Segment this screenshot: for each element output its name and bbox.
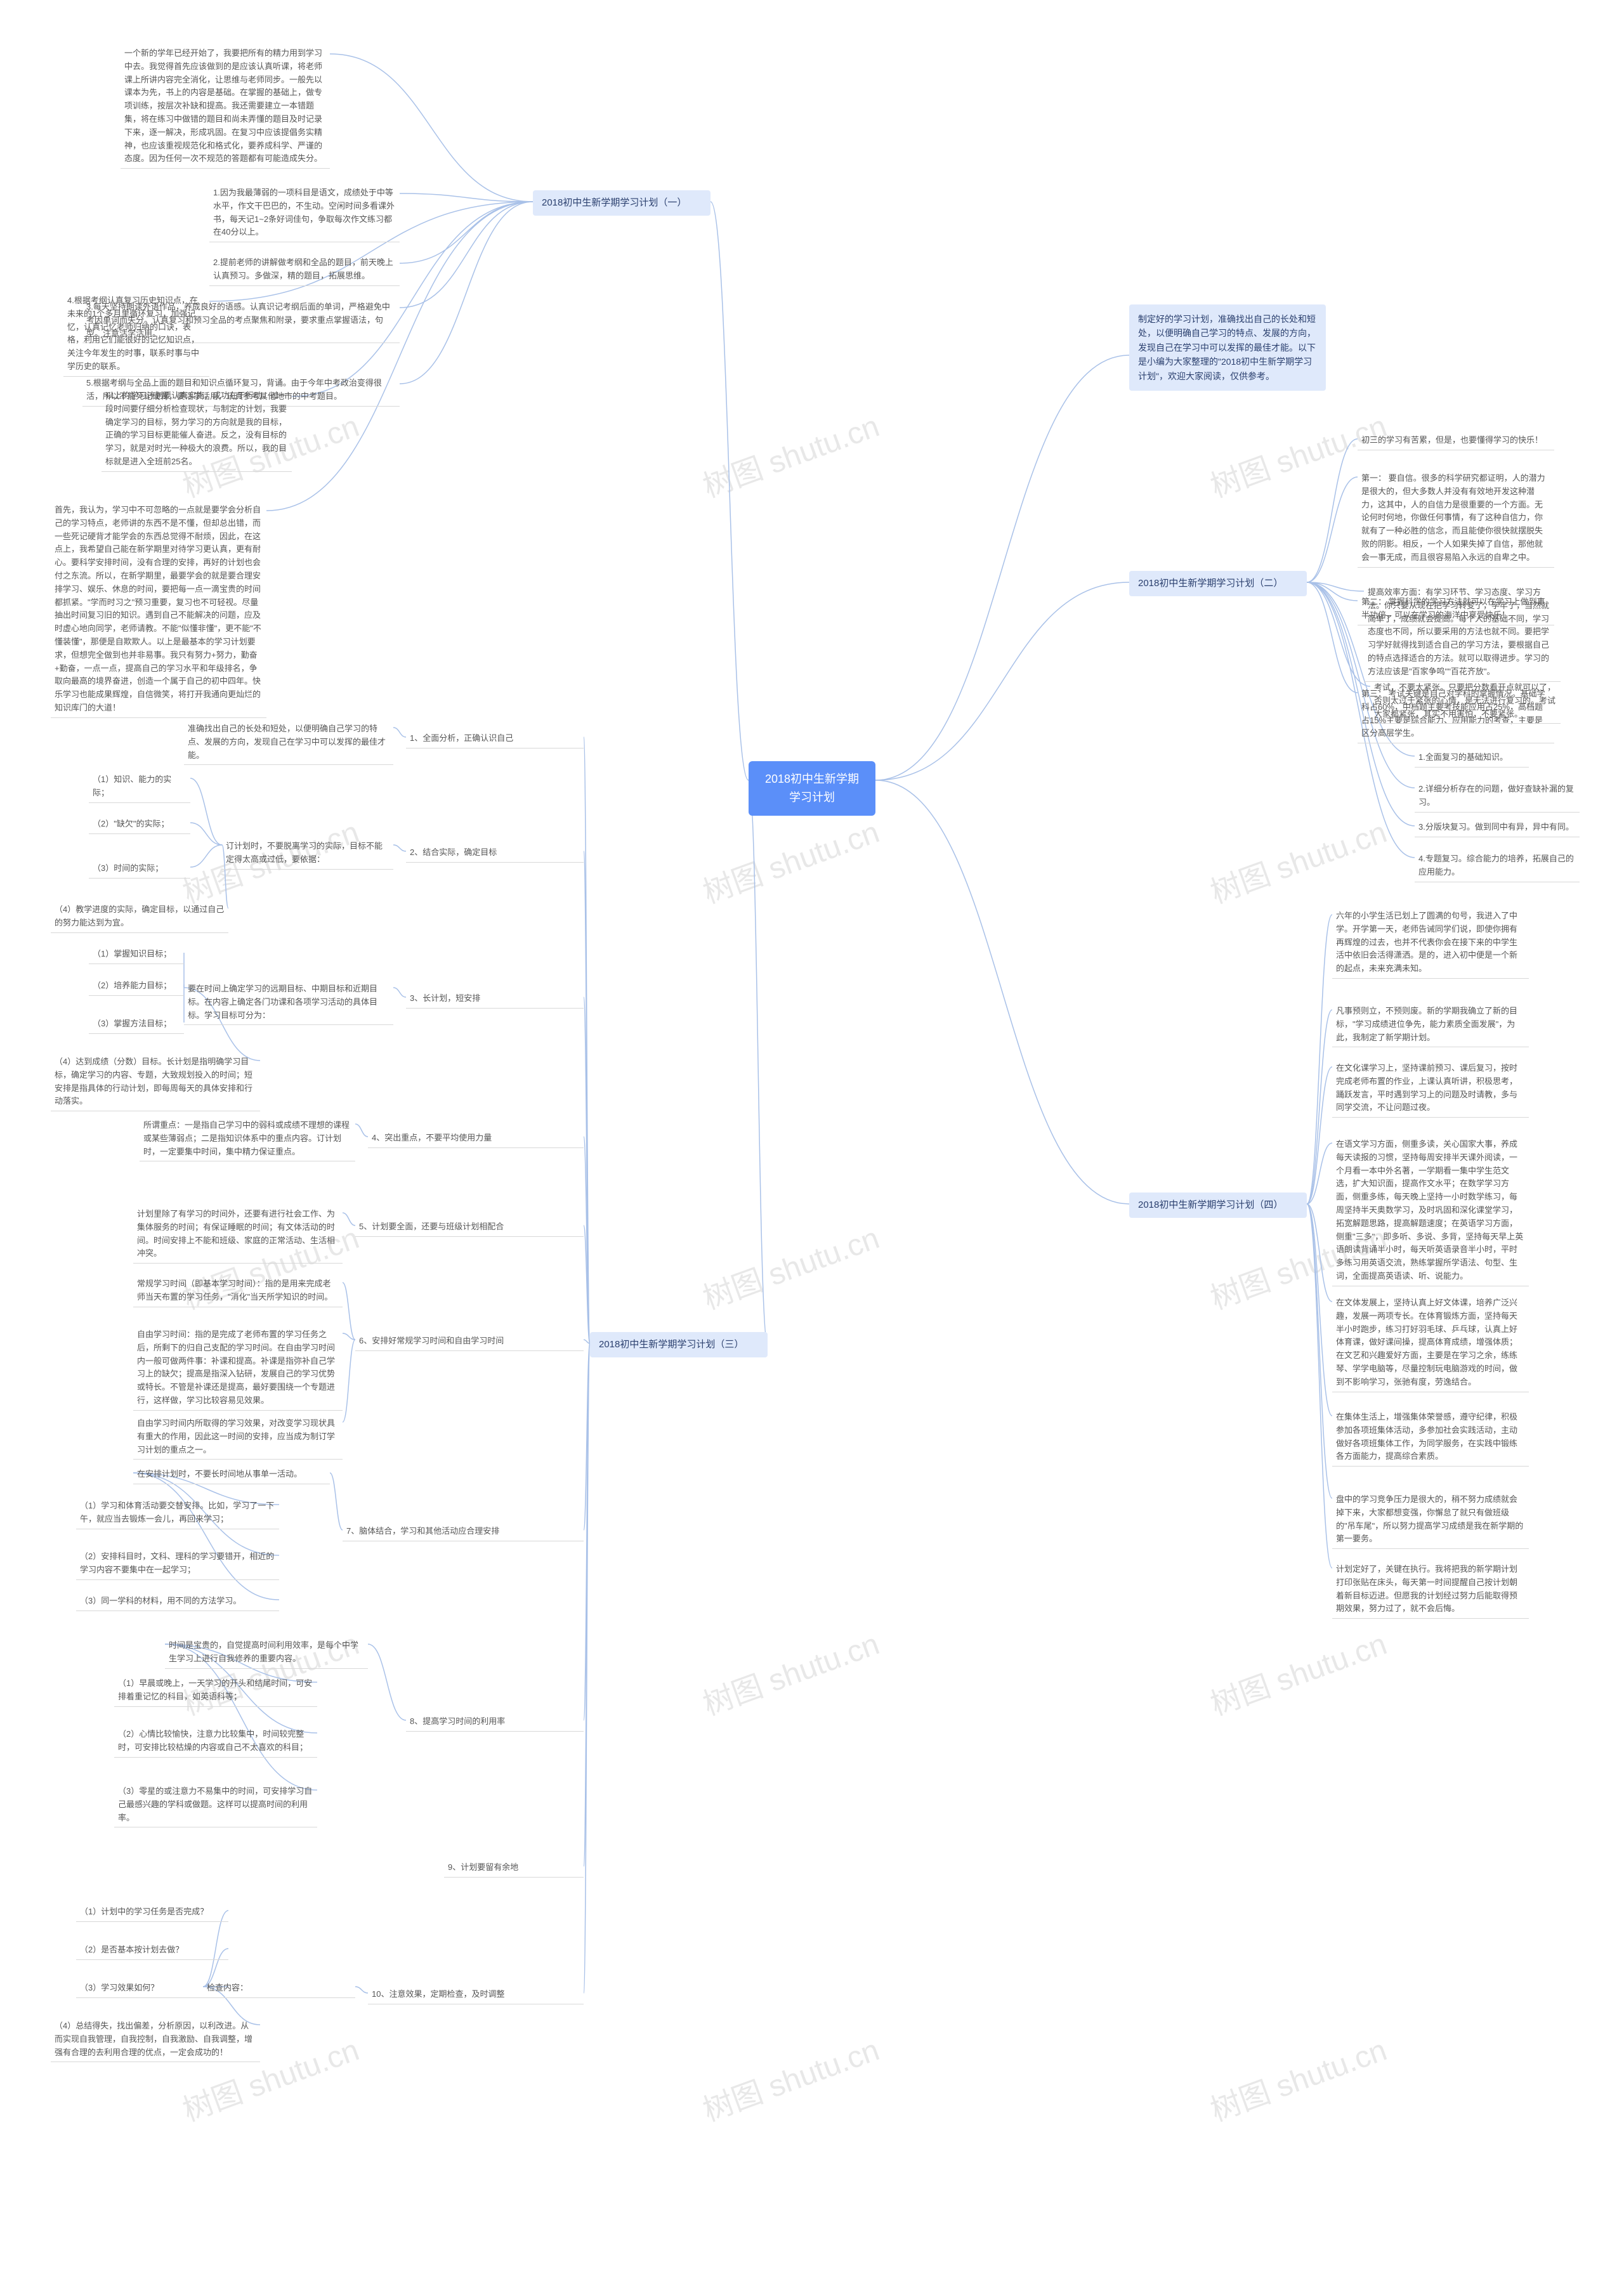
s2-leaf-4: 考试，不要太紧张。只要把分数看开点就可以了，否则太过于紧张的心情，是无法进行复习… [1370,679,1561,724]
s4-leaf-6: 盘中的学习竞争压力是很大的，稍不努力成绩就会掉下来，大家都想变强，你懈怠了就只有… [1332,1491,1529,1549]
s3-sub-7-0: （1）早晨或晚上，一天学习的开头和结尾时间，可安排着重记忆的科目，如英语科等； [114,1675,317,1707]
s1-leaf-7: 首先，我认为，学习中不可忽略的一点就是要学会分析自己的学习特点，老师讲的东西不是… [51,501,266,718]
s3-sub-6-0: （1）学习和体育活动要交替安排。比如，学习了一下午，就应当去锻炼一会儿，再回来学… [76,1497,279,1529]
s3-pre-6: 在安排计划时，不要长时间地从事单一活动。 [133,1465,330,1484]
s3-pre-7: 时间是宝贵的，自觉提高时间利用效率，是每个中学生学习上进行自我修养的重要内容。 [165,1637,368,1669]
s3-sub-9-2: （3）学习效果如何？ [76,1979,228,1998]
s4-leaf-3: 在语文学习方面，侧重多读，关心国家大事，养成每天读报的习惯，坚持每周安排半天课外… [1332,1135,1529,1286]
s3-post-5: 自由学习时间内所取得的学习效果，对改变学习现状具有重大的作用，因此这一时间的安排… [133,1415,343,1460]
watermark: 树图 shutu.cn [696,401,884,506]
watermark: 树图 shutu.cn [176,1619,364,1723]
s4-leaf-2: 在文化课学习上，坚持课前预习、课后复习，按时完成老师布置的作业，上课认真听讲，积… [1332,1059,1529,1118]
s3-sub-1-3: （4）教学进度的实际，确定目标，以通过自己的努力能达到为宜。 [51,901,228,933]
s2-leaf-8: 4.专题复习。综合能力的培养，拓展自己的应用能力。 [1415,850,1580,882]
watermark: 树图 shutu.cn [1203,2025,1392,2129]
s3-pre-0: 准确找出自己的长处和短处，以便明确自己学习的特点、发展的方向，发现自己在学习中可… [184,720,393,765]
s1-leaf-0: 一个新的学年已经开始了，我要把所有的精力用到学习中去。我觉得首先应该做到的是应该… [121,44,330,169]
s3-num-2: 3、长计划，短安排 [406,990,584,1009]
s2-leaf-2: 提高效率方面：有学习环节、学习态度、学习方法。你只要从现在把学习转变了，学牢了，… [1364,584,1561,682]
s3-sub-9-3: （4）总结得失，找出偏差，分析原因，以利改进。从而实现自我管理，自我控制，自我激… [51,2017,260,2062]
s1-leaf-2: 2.提前老师的讲解做考纲和全品的题目，前天晚上认真预习。多做深，精的题目，拓展思… [209,254,400,286]
s3-sub-2-0: （1）掌握知识目标； [89,945,184,964]
s1-leaf-6: 以上的学习计划要认真实施，成功在于行动，过一段时间要仔细分析检查现状，与制定的计… [102,387,292,472]
s3-sub-7-1: （2）心情比较愉快，注意力比较集中，时间较完整时，可安排比较枯燥的内容或自己不太… [114,1725,317,1758]
intro-box: 制定好的学习计划，准确找出自己的长处和短处，以便明确自己学习的特点、发展的方向，… [1129,304,1326,391]
s3-num-8: 9、计划要留有余地 [444,1859,584,1878]
s3-pre-2: 要在时间上确定学习的远期目标、中期目标和近期目标。在内容上确定各门功课和各项学习… [184,980,393,1025]
s3-num-0: 1、全面分析，正确认识自己 [406,729,584,748]
s3-num-5: 6、安排好常规学习时间和自由学习时间 [355,1332,584,1351]
s2-leaf-7: 3.分版块复习。做到同中有异，异中有同。 [1415,818,1580,837]
s3-sub-9-1: （2）是否基本按计划去做？ [76,1941,228,1960]
s3-num-7: 8、提高学习时间的利用率 [406,1713,584,1732]
s3-pre2-5: 自由学习时间：指的是完成了老师布置的学习任务之后，所剩下的归自己支配的学习时间。… [133,1326,343,1411]
s3-num-4: 5、计划要全面，还要与班级计划相配合 [355,1218,584,1237]
watermark: 树图 shutu.cn [1203,807,1392,912]
watermark: 树图 shutu.cn [696,1619,884,1723]
s1-leaf-4: 4.根据考纲认真复习历史知识点，在未来的1个多月里循环复习，加强记忆，认真记忆老… [63,292,209,377]
section-s4: 2018初中生新学期学习计划（四） [1129,1193,1307,1218]
watermark: 树图 shutu.cn [696,1213,884,1317]
s3-sub-2-1: （2）培养能力目标； [89,977,184,996]
s3-sub-1-0: （1）知识、能力的实际； [89,771,190,803]
section-s2: 2018初中生新学期学习计划（二） [1129,571,1307,596]
s2-leaf-5: 1.全面复习的基础知识。 [1415,748,1529,768]
watermark: 树图 shutu.cn [696,2025,884,2129]
s4-leaf-1: 凡事预则立，不预则废。新的学期我确立了新的目标，"学习成绩进位争先，能力素质全面… [1332,1002,1529,1047]
section-s1: 2018初中生新学期学习计划（一） [533,190,710,216]
watermark: 树图 shutu.cn [1203,1619,1392,1723]
s4-leaf-0: 六年的小学生活已划上了圆满的句号，我进入了中学。开学第一天，老师告诫同学们说，即… [1332,907,1529,979]
s3-sub-6-2: （3）同一学科的材料，用不同的方法学习。 [76,1592,279,1611]
s3-pre-5: 常规学习时间（即基本学习时间）：指的是用来完成老师当天布置的学习任务，"消化"当… [133,1275,343,1307]
s3-sub-6-1: （2）安排科目时，文科、理科的学习要错开，相近的学习内容不要集中在一起学习； [76,1548,279,1580]
s4-leaf-4: 在文体发展上，坚持认真上好文体课，培养广泛兴趣，发展一两项专长。在体育锻炼方面，… [1332,1294,1529,1392]
s1-leaf-1: 1.因为我最薄弱的一项科目是语文，成绩处于中等水平，作文干巴巴的，不生动。空闲时… [209,184,400,242]
s3-sub-1-2: （3）时间的实际； [89,859,190,879]
s4-leaf-7: 计划定好了，关键在执行。我将把我的新学期计划打印张贴在床头，每天第一时间提醒自己… [1332,1560,1529,1619]
s3-num-6: 7、脑体结合，学习和其他活动应合理安排 [343,1522,584,1541]
section-s3: 2018初中生新学期学习计划（三） [590,1332,768,1357]
s3-pre-3: 所谓重点：一是指自己学习中的弱科或成绩不理想的课程或某些薄弱点；二是指知识体系中… [140,1116,355,1161]
s2-leaf-6: 2.详细分析存在的问题，做好查缺补漏的复习。 [1415,780,1580,813]
s2-leaf-0: 第一： 要自信。很多的科学研究都证明，人的潜力是很大的，但大多数人并没有有效地开… [1358,469,1554,568]
s3-sub-1-1: （2）"缺欠"的实际； [89,815,190,834]
s2-header: 初三的学习有苦累，但是，也要懂得学习的快乐！ [1358,431,1554,450]
s3-sub-9-0: （1）计划中的学习任务是否完成？ [76,1903,228,1922]
s3-num-1: 2、结合实际，确定目标 [406,844,584,863]
watermark: 树图 shutu.cn [696,807,884,912]
s3-num-9: 10、注意效果，定期检查，及时调整 [368,1985,584,2004]
root-node: 2018初中生新学期学习计划 [749,761,875,816]
s4-leaf-5: 在集体生活上，增强集体荣誉感，遵守纪律，积极参加各项班集体活动，多参加社会实践活… [1332,1408,1529,1467]
s3-num-3: 4、突出重点，不要平均使用力量 [368,1129,584,1148]
s3-sub-2-3: （4）达到成绩（分数）目标。长计划是指明确学习目标，确定学习的内容、专题，大致规… [51,1053,260,1111]
s3-pre-4: 计划里除了有学习的时间外，还要有进行社会工作、为集体服务的时间；有保证睡眠的时间… [133,1205,343,1264]
s3-pre-1: 订计划时，不要脱离学习的实际，目标不能定得太高或过低，要依据： [222,837,393,870]
s3-sub-7-2: （3）零星的或注意力不易集中的时间，可安排学习自己最感兴趣的学科或做题。这样可以… [114,1782,317,1827]
s3-sub-2-2: （3）掌握方法目标； [89,1015,184,1034]
